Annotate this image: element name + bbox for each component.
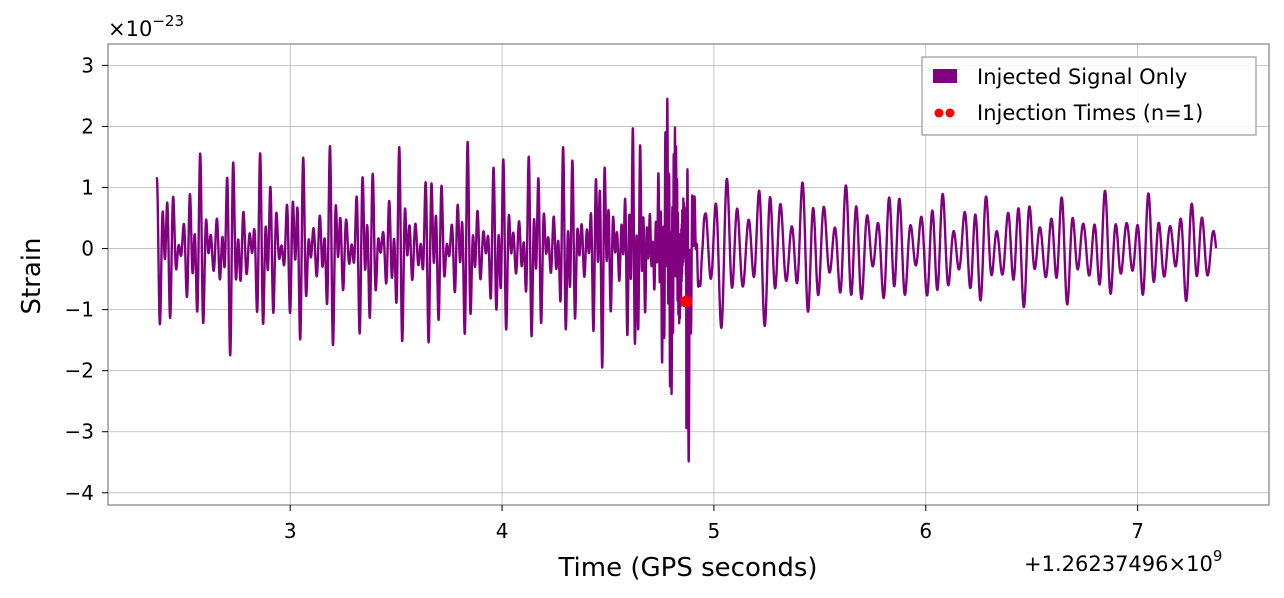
x-tick-label: 3 — [284, 519, 297, 543]
series-line-injected-signal — [155, 97, 1218, 463]
x-axis-label: Time (GPS seconds) — [557, 553, 817, 583]
y-tick-label: 0 — [81, 237, 94, 261]
y-axis-ticks: 3 2 1 0 −1 −2 −3 −4 — [65, 53, 108, 505]
y-tick-label: 1 — [81, 175, 94, 199]
y-tick-label: −4 — [65, 481, 94, 505]
y-tick-label: 3 — [81, 53, 94, 77]
y-scale-text: ×10−23 — [108, 12, 184, 41]
injection-point — [680, 295, 693, 308]
legend-box — [921, 56, 1257, 136]
legend-marker-injection-1 — [934, 108, 944, 118]
legend-marker-injection-2 — [945, 108, 955, 118]
y-axis-label: Strain — [17, 237, 47, 314]
y-tick-label: −2 — [65, 359, 94, 383]
x-tick-label: 5 — [708, 519, 721, 543]
legend: Injected Signal Only Injection Times (n=… — [921, 56, 1257, 136]
injection-points — [680, 295, 693, 308]
x-tick-label: 4 — [496, 519, 509, 543]
legend-swatch-injected-signal — [933, 69, 957, 83]
y-tick-label: −3 — [65, 420, 94, 444]
x-tick-label: 7 — [1131, 519, 1144, 543]
x-offset-text: +1.26237496×109 — [1024, 547, 1222, 576]
x-axis-ticks: 3 4 5 6 7 — [284, 505, 1144, 543]
plot-frame — [107, 43, 1270, 506]
x-tick-label: 6 — [919, 519, 932, 543]
legend-label-injection-times: Injection Times (n=1) — [977, 101, 1203, 125]
y-tick-label: −1 — [65, 298, 94, 322]
y-tick-label: 2 — [81, 114, 94, 138]
legend-label-injected-signal: Injected Signal Only — [977, 65, 1187, 89]
